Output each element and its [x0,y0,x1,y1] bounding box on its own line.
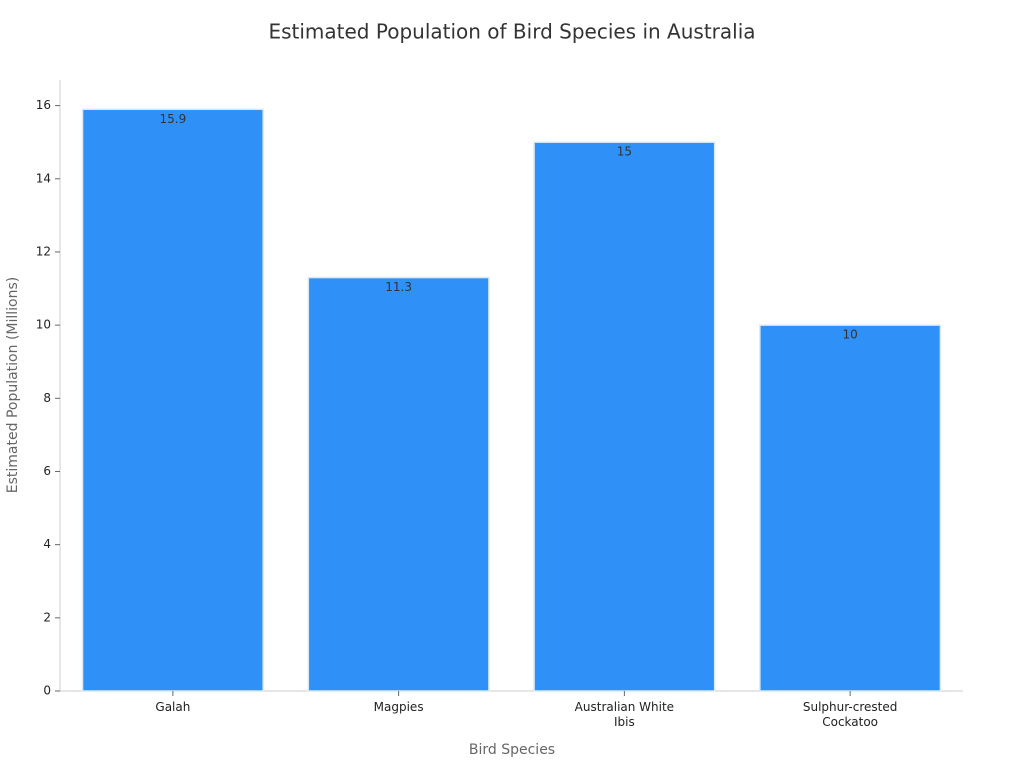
y-tick-label: 12 [36,244,51,258]
bar [759,324,942,692]
x-axis-label: Bird Species [469,742,555,758]
y-tick-label: 8 [43,391,51,405]
bar [81,108,264,692]
y-tick-label: 14 [36,171,51,185]
value-label: 10 [842,328,857,342]
y-tick-label: 10 [36,318,51,332]
y-tick-label: 2 [43,610,51,624]
y-tick-label: 4 [43,537,51,551]
x-tick-label: Magpies [373,700,424,714]
x-tick-label: Australian White Ibis [574,700,675,729]
y-tick-label: 0 [43,684,51,698]
chart-title: Estimated Population of Bird Species in … [268,20,755,44]
x-tick-label: Sulphur-crested Cockatoo [802,700,898,729]
y-tick-label: 16 [36,98,51,112]
bar [307,276,490,692]
value-label: 15 [617,145,632,159]
value-label: 11.3 [385,280,412,294]
bar [533,141,716,692]
y-axis-label: Estimated Population (Millions) [5,277,21,493]
value-label: 15.9 [160,112,187,126]
x-tick-label: Galah [155,700,191,714]
y-tick-label: 6 [43,464,51,478]
